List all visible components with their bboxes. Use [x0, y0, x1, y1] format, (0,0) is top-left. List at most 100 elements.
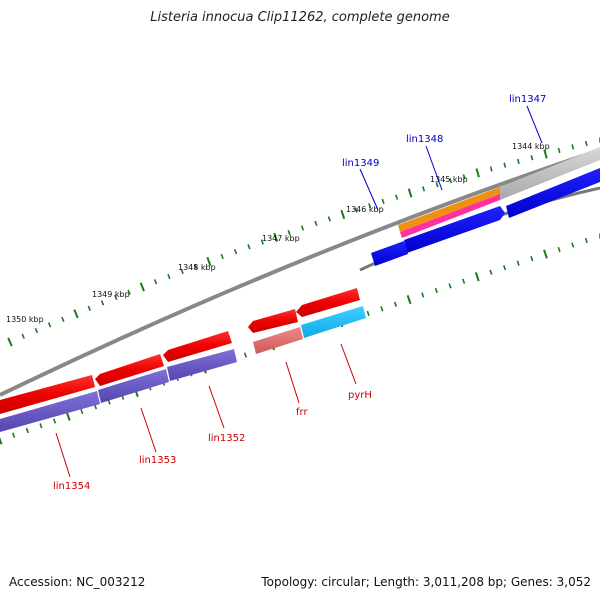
leader-lin1352: [208, 385, 225, 429]
gene-feature-red: [163, 331, 232, 362]
tick-mark: [100, 300, 105, 306]
leader-lin1353: [140, 407, 157, 453]
tick-mark: [114, 294, 118, 301]
tick-mark: [180, 268, 184, 275]
gene-label-lin1354: lin1354: [53, 481, 90, 492]
kbp-label: 1345 kbp: [430, 175, 468, 184]
leader-lin1354: [55, 432, 71, 478]
gene-label-frr: frr: [296, 407, 308, 418]
tick-mark: [422, 186, 426, 192]
tick-mark: [127, 289, 131, 295]
tick-mark: [407, 188, 413, 198]
tick-mark: [516, 260, 520, 266]
kbp-label: 1350 kbp: [6, 315, 44, 324]
tick-mark: [584, 140, 588, 147]
map-title: Listeria innocua Clip11262, complete gen…: [150, 10, 450, 25]
gene-label-lin1348: lin1348: [406, 134, 443, 145]
gene-feature-orange: [398, 187, 500, 232]
tick-mark: [12, 432, 16, 438]
gene-label-lin1352: lin1352: [208, 433, 245, 444]
genome-backbone-outer: [0, 148, 600, 397]
gene-labels-reverse: pyrH frr lin1352 lin1353 lin1354: [53, 390, 372, 492]
tick-mark: [139, 282, 145, 292]
gene-feature-red: [95, 354, 164, 386]
tick-mark: [314, 220, 318, 227]
tick-mark: [65, 411, 71, 421]
tick-mark: [502, 265, 507, 271]
tick-mark: [516, 158, 520, 165]
gene-pyrH: [301, 306, 366, 338]
kbp-label: 1347 kbp: [262, 234, 300, 243]
tick-mark: [34, 327, 39, 334]
gene-lin1354: [0, 391, 100, 432]
gene-label-lin1353: lin1353: [139, 455, 176, 466]
gene-feature-red: [296, 288, 360, 317]
tick-mark: [421, 292, 425, 298]
leader-pyrH: [340, 343, 357, 385]
tick-mark: [543, 249, 548, 259]
gene-label-lin1347: lin1347: [509, 94, 546, 105]
tick-mark: [21, 333, 25, 339]
tick-mark: [503, 162, 507, 168]
tick-mark: [153, 279, 158, 285]
tick-mark: [449, 178, 453, 184]
kbp-label: 1349 kbp: [92, 290, 130, 299]
tick-mark: [584, 237, 588, 244]
tick-mark: [393, 301, 398, 307]
tick-mark: [7, 337, 13, 347]
tick-mark: [368, 203, 372, 209]
tick-mark: [381, 198, 385, 205]
tick-mark: [80, 408, 84, 415]
gene-labels-forward: lin1347 lin1348 lin1349: [342, 94, 546, 169]
tick-mark: [247, 244, 251, 250]
tick-mark: [61, 316, 65, 322]
tick-mark: [243, 352, 248, 358]
tick-mark: [73, 309, 79, 319]
gene-lin1352: [167, 349, 237, 381]
gene-feature-red: [0, 375, 95, 414]
tick-mark: [273, 232, 279, 242]
tick-mark: [340, 209, 346, 220]
kbp-ruler-outer: [7, 137, 600, 347]
tick-mark: [287, 229, 291, 236]
label-leaders: [55, 105, 543, 478]
tick-mark: [366, 310, 370, 317]
tick-mark: [87, 305, 91, 311]
tick-mark: [167, 273, 171, 280]
tick-mark: [571, 242, 575, 248]
tick-mark: [489, 269, 493, 275]
tick-mark: [233, 249, 238, 255]
tick-mark: [380, 306, 384, 312]
kbp-labels: 1344 kbp 1345 kbp 1346 kbp 1347 kbp 1348…: [6, 142, 550, 324]
tick-mark: [557, 246, 561, 253]
kbp-label: 1344 kbp: [512, 142, 550, 151]
forward-strand-genes: [371, 147, 600, 266]
tick-mark: [47, 322, 52, 328]
gene-frr: [253, 327, 303, 354]
tick-mark: [39, 423, 43, 429]
leader-frr: [285, 361, 300, 404]
gene-feature-gray: [500, 147, 600, 200]
tick-mark: [435, 182, 439, 188]
tick-mark: [571, 144, 575, 150]
gene-lin1348: [404, 206, 505, 253]
tick-mark: [474, 272, 480, 282]
tick-mark: [462, 174, 466, 180]
tick-mark: [260, 239, 264, 245]
tick-mark: [434, 287, 438, 294]
tick-mark: [530, 155, 534, 161]
tick-mark: [475, 168, 480, 178]
tick-mark: [327, 216, 331, 222]
kbp-label: 1348 kbp: [178, 263, 216, 272]
leader-lin1347: [526, 105, 543, 144]
tick-mark: [448, 283, 452, 289]
reverse-strand-genes: [0, 288, 366, 432]
gene-feature-red: [248, 309, 298, 333]
tick-mark: [354, 207, 358, 213]
tick-mark: [489, 166, 493, 172]
tick-mark: [530, 255, 534, 262]
tick-mark: [300, 225, 305, 231]
gene-label-pyrH: pyrH: [348, 390, 372, 401]
tick-mark: [220, 253, 224, 260]
